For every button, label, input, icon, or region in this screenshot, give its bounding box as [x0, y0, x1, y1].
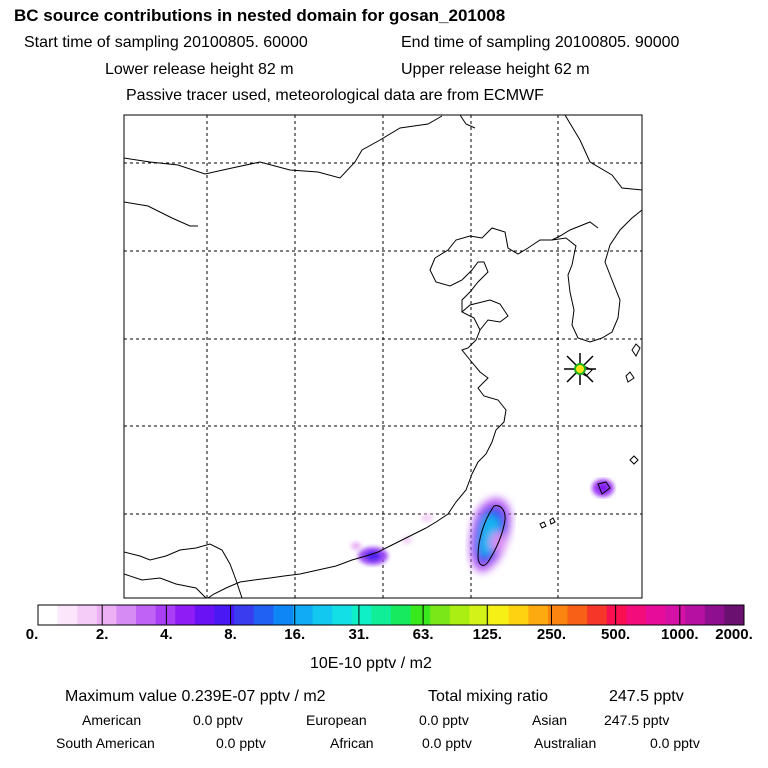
colorbar-swatch [430, 605, 451, 625]
colorbar-swatch [547, 605, 568, 625]
colorbar-swatch [214, 605, 235, 625]
colorbar-swatch [38, 605, 59, 625]
african-value: 0.0 pptv [422, 735, 472, 751]
colorbar-swatch [175, 605, 196, 625]
colorbar-swatch [449, 605, 470, 625]
american-value: 0.0 pptv [193, 712, 243, 728]
colorbar-swatch [77, 605, 98, 625]
colorbar-swatch [528, 605, 549, 625]
colorbar-tick-label: 250. [536, 626, 567, 643]
colorbar-swatch [292, 605, 314, 625]
upper-release-height: Upper release height 62 m [401, 61, 590, 78]
plume-taiwan [469, 497, 512, 573]
lat-lon-grid [124, 115, 642, 598]
colorbar-tick-label: 500. [601, 626, 631, 643]
african-label: African [330, 735, 374, 751]
colorbar-swatch [665, 605, 686, 625]
colorbar-tick-label: 1000. [661, 626, 699, 643]
colorbar-swatch [234, 605, 255, 625]
total-mixing-ratio-value: 247.5 pptv [609, 688, 684, 705]
asian-value: 247.5 pptv [604, 712, 670, 728]
south-american-value: 0.0 pptv [216, 735, 266, 751]
colorbar-swatch [194, 605, 215, 625]
european-value: 0.0 pptv [419, 712, 469, 728]
asian-label: Asian [532, 712, 568, 728]
colorbar-swatch [469, 605, 490, 625]
colorbar-swatch [410, 605, 431, 625]
map-frame [123, 114, 643, 599]
colorbar-swatch [371, 605, 392, 625]
colorbar-swatch [57, 605, 78, 625]
colorbar-tick-label: 16. [284, 626, 306, 643]
colorbar-swatch [626, 605, 647, 625]
colorbar-swatch [567, 605, 588, 625]
european-label: European [306, 712, 367, 728]
colorbar-swatch [508, 605, 529, 625]
colorbar-swatch [155, 605, 176, 625]
colorbar-swatch [136, 605, 157, 625]
tracer-note: Passive tracer used, meteorological data… [126, 87, 544, 104]
australian-value: 0.0 pptv [650, 735, 700, 751]
plume-guangdong [351, 542, 388, 565]
maximum-value: Maximum value 0.239E-07 pptv / m2 [65, 688, 326, 705]
end-time: End time of sampling 20100805. 90000 [401, 34, 680, 51]
colorbar-swatch [312, 605, 333, 625]
australian-label: Australian [534, 735, 597, 751]
colorbar-tick-label: 0. [25, 626, 39, 643]
colorbar-tick-label: 2. [95, 626, 109, 643]
colorbar-swatch [116, 605, 137, 625]
colorbar-tick-label: 31. [348, 626, 370, 643]
colorbar-tick-label: 8. [224, 626, 237, 643]
colorbar-tick-label: 125. [472, 626, 502, 643]
colorbar-tick-label: 2000. [715, 626, 753, 643]
colorbar-swatch [685, 605, 706, 625]
colorbar-swatch [351, 605, 372, 625]
colorbar-unit: 10E-10 pptv / m2 [310, 655, 432, 672]
colorbar-swatch [273, 605, 294, 625]
south-american-label: South American [56, 735, 155, 751]
colorbar-swatch [606, 605, 627, 625]
american-label: American [82, 712, 142, 728]
colorbar-swatch [704, 605, 725, 625]
colorbar-swatch [724, 605, 745, 625]
concentration-plumes [351, 479, 614, 573]
colorbar-swatch [645, 605, 667, 625]
colorbar-swatch [96, 605, 117, 625]
receptor-star [564, 353, 596, 385]
colorbar-swatch [391, 605, 412, 625]
plot-title: BC source contributions in nested domain… [14, 6, 506, 25]
colorbar-swatch [587, 605, 608, 625]
colorbar-swatch [253, 605, 274, 625]
colorbar-swatch [332, 605, 353, 625]
coastlines [124, 115, 642, 598]
colorbar-swatch [489, 605, 510, 625]
plume-faint [402, 514, 433, 544]
total-mixing-ratio-label: Total mixing ratio [428, 688, 549, 705]
start-time: Start time of sampling 20100805. 60000 [24, 34, 308, 51]
colorbar-tick-label: 4. [160, 626, 173, 643]
colorbar-tick-label: 63. [412, 626, 434, 643]
lower-release-height: Lower release height 82 m [105, 61, 294, 78]
